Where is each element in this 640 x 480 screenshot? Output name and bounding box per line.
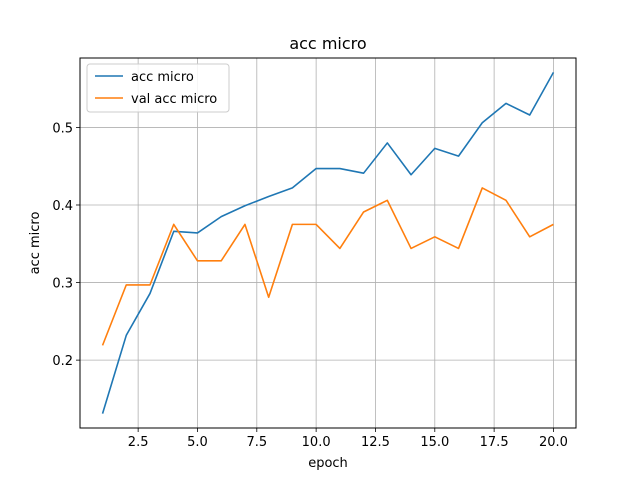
plot-frame — [79, 57, 577, 429]
y-tick-label: 0.4 — [52, 199, 73, 214]
x-tick-label: 10.0 — [302, 435, 331, 450]
x-tick-label: 12.5 — [361, 435, 390, 450]
grid — [80, 58, 576, 428]
x-tick-label: 17.5 — [480, 435, 509, 450]
legend-label-val-acc-micro: val acc micro — [131, 92, 217, 107]
chart-title: acc micro — [289, 34, 366, 53]
x-axis-label: epoch — [308, 456, 348, 471]
y-axis-label: acc micro — [28, 212, 43, 275]
x-tick-label: 20.0 — [539, 435, 568, 450]
y-tick-label: 0.3 — [52, 277, 73, 292]
x-tick-label: 15.0 — [420, 435, 449, 450]
y-tick-label: 0.2 — [52, 354, 73, 369]
x-tick-label: 7.5 — [246, 435, 267, 450]
series-lines — [101, 71, 555, 414]
x-tick-label: 5.0 — [187, 435, 208, 450]
y-tick-label: 0.5 — [52, 121, 73, 136]
axis-ticks: 2.5 5.0 7.5 10.0 12.5 15.0 17.5 20.0 0.2 0.3 0.4 0.… — [52, 121, 568, 450]
x-tick-label: 2.5 — [128, 435, 149, 450]
legend: acc micro val acc micro — [86, 63, 230, 113]
series-line-val-acc-micro — [101, 187, 554, 346]
legend-label-acc-micro: acc micro — [131, 70, 194, 85]
